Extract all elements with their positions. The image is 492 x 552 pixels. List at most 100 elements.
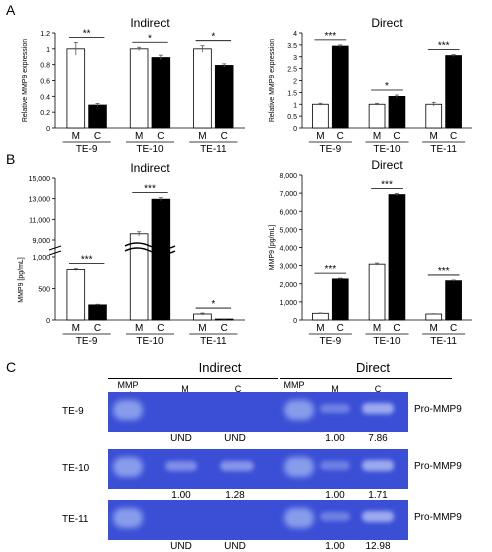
b-direct-bar-label-TE-9-C: C [337, 323, 344, 334]
b-direct-bar-label-TE-11-M: M [430, 323, 438, 334]
a-indirect-ytick-label: 0.2 [40, 110, 50, 117]
a-direct-group-label-TE-10: TE-10 [373, 144, 401, 155]
a-direct-bar-TE-10-C [388, 96, 406, 129]
b-direct-ytick-label: 8,000 [279, 173, 297, 180]
b-direct-ylabel: MMP9 [pg/mL] [269, 225, 276, 271]
a-indirect-ytick-label: 0.8 [40, 63, 50, 70]
b-indirect-ylabel: MMP9 [pg/mL] [18, 257, 25, 303]
pro-mmp9-label-TE-9: Pro-MMP9 [414, 404, 462, 415]
b-indirect-title: Indirect [130, 161, 170, 175]
a-direct-bar-TE-9-C [331, 45, 349, 129]
gel-band-marker-direct-TE-9 [284, 400, 314, 420]
b-indirect-ytick-label: 11,000 [29, 217, 50, 224]
gel-band-marker-direct-TE-11 [284, 508, 314, 528]
b-direct-bar-TE-10-C [388, 194, 406, 321]
b-indirect-ytick-label: 13,000 [29, 197, 51, 204]
b-direct-ytick-label: 3,000 [279, 264, 297, 271]
a-direct-group-label-TE-9: TE-9 [319, 144, 341, 155]
b-direct-sig-TE-9: *** [324, 264, 336, 275]
b-indirect-bar-TE-10-C [151, 198, 171, 321]
b-indirect-bar-label-TE-10-M: M [135, 323, 143, 334]
b-indirect-ytick-label: 9,000 [32, 238, 50, 245]
b-indirect-bar-label-TE-11-C: C [221, 323, 228, 334]
b-indirect-bar-TE-10-M [129, 233, 149, 321]
b-direct-bar-TE-11-C [445, 280, 462, 321]
a-indirect-bar-label-TE-9-C: C [94, 131, 101, 142]
a-indirect-ytick-label: 1 [46, 47, 50, 54]
a-direct-ytick-label: 2 [293, 79, 297, 86]
b-direct-group-label-TE-11: TE-11 [430, 336, 457, 347]
a-indirect-bar-TE-10-C [151, 57, 171, 129]
gel-row-label-TE-10: TE-10 [62, 463, 90, 474]
b-indirect-ytick-label: 500 [38, 287, 50, 294]
a-direct-bar-TE-10-M [368, 103, 386, 129]
a-indirect-bar-TE-9-M [66, 48, 86, 129]
a-indirect-ytick-label: 0.6 [40, 79, 50, 86]
panel-letter-a: A [6, 2, 16, 18]
b-direct-bar-label-TE-10-C: C [393, 323, 400, 334]
gel-row-label-TE-11: TE-11 [62, 514, 89, 525]
lane-label-m-indirect: M [181, 384, 189, 394]
pro-mmp9-label-TE-11: Pro-MMP9 [414, 512, 462, 523]
a-direct-ytick-label: 0 [293, 126, 297, 133]
gel-band-c-direct-TE-10 [362, 460, 394, 471]
gel-band-marker-indirect-TE-9 [113, 400, 143, 420]
a-direct-bar-label-TE-9-C: C [337, 131, 344, 142]
gel-title-underline-indirect [108, 378, 278, 379]
b-direct-group-label-TE-10: TE-10 [373, 336, 401, 347]
gel-title-indirect: Indirect [198, 360, 242, 375]
b-indirect-ytick-label: 1,000 [32, 255, 50, 262]
a-indirect-ytick-label: 1.2 [40, 31, 50, 38]
gel-value-m-direct-TE-11: 1.00 [325, 541, 345, 552]
b-indirect-axis-break [48, 250, 62, 256]
b-direct-ytick-label: 6,000 [279, 209, 297, 216]
b-indirect-bar-TE-9-C [88, 304, 107, 321]
b-indirect-bar-break [124, 247, 176, 255]
b-direct-title: Direct [371, 158, 403, 172]
a-direct-ytick-label: 1.5 [287, 90, 297, 97]
a-indirect-bar-TE-11-C [214, 65, 234, 129]
b-direct-ytick-label: 1,000 [279, 300, 297, 307]
b-indirect-bar-label-TE-9-M: M [72, 323, 80, 334]
pro-mmp9-label-TE-10: Pro-MMP9 [414, 461, 462, 472]
b-indirect-sig-TE-11: * [211, 299, 215, 310]
b-indirect-bar-label-TE-10-C: C [157, 323, 164, 334]
b-indirect-group-label-TE-9: TE-9 [76, 336, 98, 347]
gel-value-c-indirect-TE-11: UND [224, 541, 246, 552]
b-direct-group-label-TE-9: TE-9 [319, 336, 341, 347]
b-direct-bar-label-TE-9-M: M [316, 323, 324, 334]
gel-value-c-indirect-TE-9: UND [224, 433, 246, 444]
b-indirect-bar-label-TE-11-M: M [198, 323, 206, 334]
b-direct-ytick-label: 5,000 [279, 227, 297, 234]
lane-label-m-direct: M [331, 384, 339, 394]
a-indirect-bar-TE-9-C [88, 104, 107, 129]
a-direct-bar-label-TE-10-C: C [393, 131, 400, 142]
panel-letter-b: B [6, 151, 16, 167]
a-direct-ylabel: Relative MMP9 expression [269, 39, 276, 122]
gel-value-m-indirect-TE-10: 1.00 [171, 490, 191, 501]
b-indirect-ytick-label: 15,000 [29, 176, 51, 183]
gel-value-c-direct-TE-9: 7.86 [368, 433, 388, 444]
a-direct-ytick-label: 3.5 [287, 43, 297, 50]
gel-band-m-direct-TE-11 [320, 512, 350, 521]
a-direct-bar-label-TE-9-M: M [316, 131, 324, 142]
gel-value-c-indirect-TE-10: 1.28 [225, 490, 245, 501]
a-direct-ytick-label: 2.5 [287, 67, 297, 74]
a-indirect-bar-label-TE-10-M: M [135, 131, 143, 142]
b-direct-ytick-label: 7,000 [279, 191, 297, 198]
panel-letter-c: C [6, 359, 17, 375]
gel-title-underline-direct [280, 378, 452, 379]
a-indirect-ylabel: Relative MMP9 expression [22, 39, 29, 122]
b-indirect-group-label-TE-10: TE-10 [136, 336, 164, 347]
b-direct-bar-label-TE-11-C: C [450, 323, 457, 334]
a-direct-ytick-label: 3 [293, 55, 297, 62]
b-direct-bar-TE-9-C [331, 278, 349, 321]
b-indirect-bar-break [124, 242, 176, 250]
lane-label-c-indirect: C [234, 384, 242, 394]
gel-band-marker-direct-TE-10 [284, 457, 314, 477]
a-direct-bar-TE-11-C [445, 55, 462, 129]
gel-row-label-TE-9: TE-9 [62, 406, 84, 417]
gel-band-c-direct-TE-11 [362, 511, 394, 522]
b-direct-sig-TE-11: *** [438, 266, 450, 277]
a-direct-bar-label-TE-11-M: M [430, 131, 438, 142]
